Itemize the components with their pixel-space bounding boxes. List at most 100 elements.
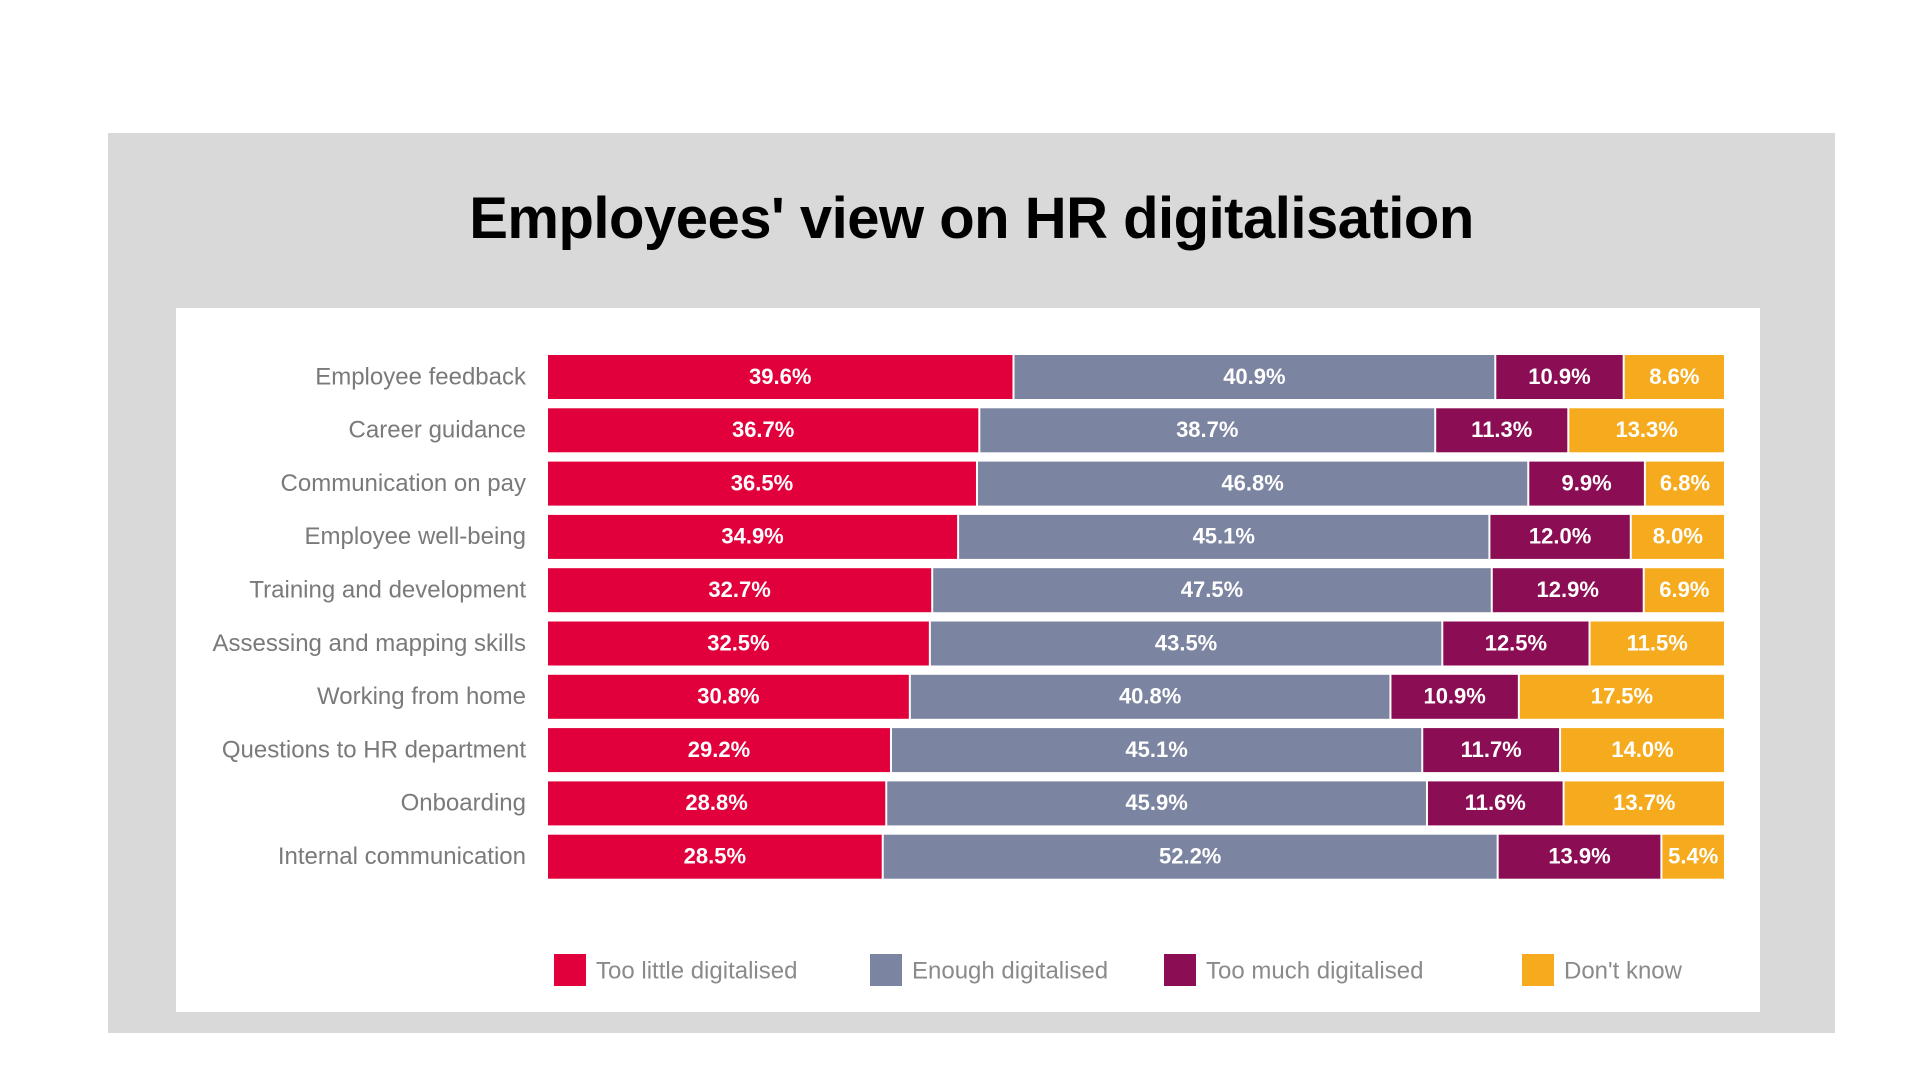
data-label-career-guidance-too-little-digitalised: 36.7% [732,417,794,442]
data-label-questions-to-hr-department-don-t-know: 14.0% [1611,737,1673,762]
bar-internal-communication-enough-digitalised [883,834,1497,879]
data-label-internal-communication-too-little-digitalised: 28.5% [684,844,746,869]
bar-career-guidance-don-t-know [1569,408,1724,453]
chart-card: Employee feedback 39.6% 40.9% 10.9% 8.6% Care… [176,308,1760,1012]
category-label-working-from-home: Working from home [317,683,526,710]
data-label-internal-communication-too-much-digitalised: 13.9% [1548,844,1610,869]
data-label-training-and-development-enough-digitalised: 47.5% [1181,577,1243,602]
bar-onboarding-don-t-know [1564,781,1724,826]
bar-communication-on-pay-too-much-digitalised [1529,461,1644,506]
data-label-onboarding-too-much-digitalised: 11.6% [1465,790,1526,815]
data-label-onboarding-don-t-know: 13.7% [1613,790,1675,815]
data-label-working-from-home-enough-digitalised: 40.8% [1119,684,1181,709]
bar-career-guidance-too-much-digitalised [1436,408,1568,453]
data-label-employee-feedback-too-little-digitalised: 39.6% [749,364,811,389]
data-label-assessing-and-mapping-skills-too-much-digitalised: 12.5% [1485,630,1547,655]
data-label-onboarding-enough-digitalised: 45.9% [1125,790,1187,815]
bar-internal-communication-too-little-digitalised [548,834,882,879]
bar-working-from-home-enough-digitalised [910,674,1390,719]
bar-communication-on-pay-don-t-know [1645,461,1724,506]
bar-onboarding-too-little-digitalised [548,781,886,826]
bar-assessing-and-mapping-skills-too-little-digitalised [548,621,929,666]
bar-assessing-and-mapping-skills-too-much-digitalised [1443,621,1589,666]
bar-internal-communication-don-t-know [1662,834,1724,879]
stacked-bar-chart: Employee feedback 39.6% 40.9% 10.9% 8.6% Care… [213,355,1724,986]
bar-questions-to-hr-department-enough-digitalised [891,728,1422,773]
bar-working-from-home-don-t-know [1519,674,1724,719]
chart-panel: Employees' view on HR digitalisation Emp… [108,133,1835,1033]
bar-employee-feedback-too-much-digitalised [1496,355,1623,399]
data-label-questions-to-hr-department-too-much-digitalised: 11.7% [1461,737,1522,762]
bar-employee-feedback-enough-digitalised [1014,355,1495,399]
bar-employee-well-being-too-little-digitalised [548,514,958,559]
bar-assessing-and-mapping-skills-enough-digitalised [930,621,1442,666]
data-label-questions-to-hr-department-enough-digitalised: 45.1% [1125,737,1187,762]
legend-label-enough-digitalised: Enough digitalised [912,957,1108,984]
bar-questions-to-hr-department-too-much-digitalised [1423,728,1560,773]
data-label-employee-feedback-don-t-know: 8.6% [1649,364,1699,389]
category-label-communication-on-pay: Communication on pay [281,470,526,497]
category-label-employee-feedback: Employee feedback [315,363,527,390]
bar-working-from-home-too-much-digitalised [1391,674,1518,719]
category-label-employee-well-being: Employee well-being [305,523,526,550]
bar-employee-well-being-enough-digitalised [959,514,1489,559]
category-label-internal-communication: Internal communication [278,843,526,870]
data-label-employee-feedback-enough-digitalised: 40.9% [1223,364,1285,389]
bar-questions-to-hr-department-too-little-digitalised [548,728,890,773]
data-label-communication-on-pay-don-t-know: 6.8% [1660,470,1710,495]
data-label-internal-communication-enough-digitalised: 52.2% [1159,844,1221,869]
data-label-training-and-development-too-much-digitalised: 12.9% [1537,577,1599,602]
bar-employee-well-being-too-much-digitalised [1490,514,1630,559]
bar-training-and-development-too-little-digitalised [548,568,932,613]
data-label-working-from-home-don-t-know: 17.5% [1591,684,1653,709]
data-label-employee-well-being-too-much-digitalised: 12.0% [1529,524,1591,549]
bar-onboarding-enough-digitalised [887,781,1426,826]
category-label-onboarding: Onboarding [401,790,526,817]
data-label-career-guidance-too-much-digitalised: 11.3% [1471,417,1532,442]
data-label-career-guidance-enough-digitalised: 38.7% [1176,417,1238,442]
bar-training-and-development-too-much-digitalised [1492,568,1643,613]
category-label-career-guidance: Career guidance [349,417,526,444]
bar-questions-to-hr-department-don-t-know [1561,728,1724,773]
data-label-employee-feedback-too-much-digitalised: 10.9% [1528,364,1590,389]
data-label-assessing-and-mapping-skills-don-t-know: 11.5% [1627,630,1688,655]
data-label-employee-well-being-enough-digitalised: 45.1% [1193,524,1255,549]
data-label-onboarding-too-little-digitalised: 28.8% [685,790,747,815]
bar-training-and-development-enough-digitalised [933,568,1491,613]
bar-working-from-home-too-little-digitalised [548,674,909,719]
data-label-career-guidance-don-t-know: 13.3% [1615,417,1677,442]
bar-employee-well-being-don-t-know [1631,514,1724,559]
legend-swatch-don-t-know [1522,954,1554,986]
data-label-communication-on-pay-too-much-digitalised: 9.9% [1562,470,1612,495]
legend-swatch-too-little-digitalised [554,954,586,986]
data-label-assessing-and-mapping-skills-enough-digitalised: 43.5% [1155,630,1217,655]
legend-label-too-little-digitalised: Too little digitalised [596,957,797,984]
data-label-training-and-development-don-t-know: 6.9% [1659,577,1709,602]
data-label-employee-well-being-too-little-digitalised: 34.9% [721,524,783,549]
legend-label-don-t-know: Don't know [1564,957,1683,984]
bar-employee-feedback-don-t-know [1624,355,1724,399]
data-label-training-and-development-too-little-digitalised: 32.7% [708,577,770,602]
data-label-working-from-home-too-little-digitalised: 30.8% [697,684,759,709]
category-label-training-and-development: Training and development [249,577,526,604]
data-label-working-from-home-too-much-digitalised: 10.9% [1423,684,1485,709]
bar-assessing-and-mapping-skills-don-t-know [1590,621,1724,666]
data-label-employee-well-being-don-t-know: 8.0% [1653,524,1703,549]
bar-internal-communication-too-much-digitalised [1498,834,1661,879]
bar-career-guidance-enough-digitalised [980,408,1435,453]
bar-training-and-development-don-t-know [1644,568,1724,613]
data-label-communication-on-pay-too-little-digitalised: 36.5% [731,470,793,495]
bar-communication-on-pay-too-little-digitalised [548,461,976,506]
data-label-communication-on-pay-enough-digitalised: 46.8% [1221,470,1283,495]
data-label-assessing-and-mapping-skills-too-little-digitalised: 32.5% [707,630,769,655]
data-label-internal-communication-don-t-know: 5.4% [1668,844,1718,869]
data-label-questions-to-hr-department-too-little-digitalised: 29.2% [688,737,750,762]
bar-communication-on-pay-enough-digitalised [977,461,1528,506]
chart-title: Employees' view on HR digitalisation [469,186,1474,251]
category-label-questions-to-hr-department: Questions to HR department [222,736,526,763]
bar-onboarding-too-much-digitalised [1427,781,1563,826]
legend-swatch-enough-digitalised [870,954,902,986]
bar-employee-feedback-too-little-digitalised [548,355,1013,399]
bar-career-guidance-too-little-digitalised [548,408,979,453]
legend-label-too-much-digitalised: Too much digitalised [1206,957,1423,984]
